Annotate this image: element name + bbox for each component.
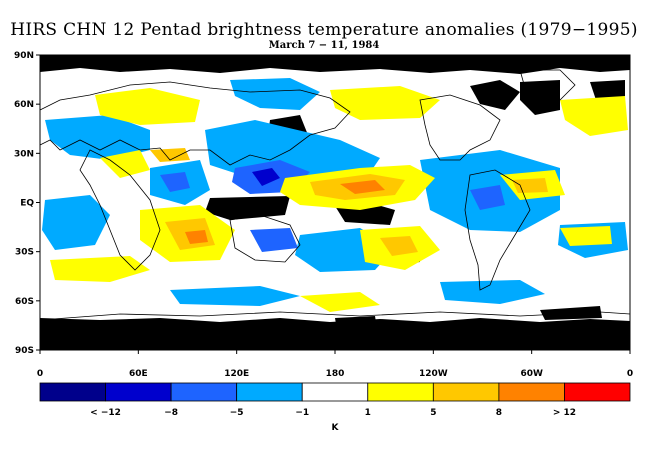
colorbar-swatch bbox=[301, 382, 369, 402]
lat-tick-label: 90S bbox=[15, 346, 34, 356]
colorbar-swatch bbox=[170, 382, 238, 402]
anomaly-map bbox=[39, 54, 631, 351]
page-title: HIRS CHN 12 Pentad brightness temperatur… bbox=[10, 20, 638, 40]
colorbar-tick-label: 5 bbox=[430, 408, 436, 418]
colorbar-tick-label: −8 bbox=[164, 408, 178, 418]
lon-tick-label: 0 bbox=[627, 369, 633, 379]
colorbar-tick-label: −1 bbox=[295, 408, 309, 418]
colorbar-swatch bbox=[367, 382, 434, 402]
colorbar-tick-label: < −12 bbox=[90, 408, 121, 418]
lon-tick-label: 0 bbox=[37, 369, 43, 379]
lat-tick-label: 90N bbox=[14, 51, 34, 61]
lon-tick-label: 60E bbox=[129, 369, 148, 379]
colorbar-swatch bbox=[498, 382, 565, 402]
lat-tick-label: 60N bbox=[14, 100, 34, 110]
colorbar-swatch bbox=[564, 382, 631, 402]
colorbar-swatch bbox=[236, 382, 303, 402]
latitude-axis: 90N 60N 30N EQ 30S 60S 90S bbox=[14, 51, 40, 356]
lat-tick-label: EQ bbox=[20, 199, 34, 209]
page-subtitle: March 7 − 11, 1984 bbox=[268, 40, 380, 51]
lat-tick-label: 30N bbox=[14, 149, 34, 159]
coastlines bbox=[39, 69, 631, 321]
colorbar-tick-label: 8 bbox=[496, 408, 502, 418]
colorbar: < −12 −8 −5 −1 1 5 8 > 12 bbox=[39, 382, 631, 418]
colorbar-tick-label: 1 bbox=[365, 408, 371, 418]
lon-tick-label: 120E bbox=[224, 369, 249, 379]
lon-tick-label: 120W bbox=[419, 369, 448, 379]
lon-tick-label: 180 bbox=[326, 369, 345, 379]
colorbar-tick-label: > 12 bbox=[553, 408, 576, 418]
colorbar-swatch bbox=[39, 382, 106, 402]
warm-anomaly-regions bbox=[50, 86, 628, 312]
colorbar-tick-label: −5 bbox=[230, 408, 244, 418]
lon-tick-label: 60W bbox=[520, 369, 543, 379]
longitude-axis: 0 60E 120E 180 120W 60W 0 bbox=[37, 350, 633, 379]
lat-tick-label: 60S bbox=[15, 297, 34, 307]
colorbar-swatch bbox=[432, 382, 500, 402]
colorbar-unit-label: K bbox=[332, 423, 340, 433]
lat-tick-label: 30S bbox=[15, 248, 34, 258]
colorbar-swatch bbox=[105, 382, 172, 402]
